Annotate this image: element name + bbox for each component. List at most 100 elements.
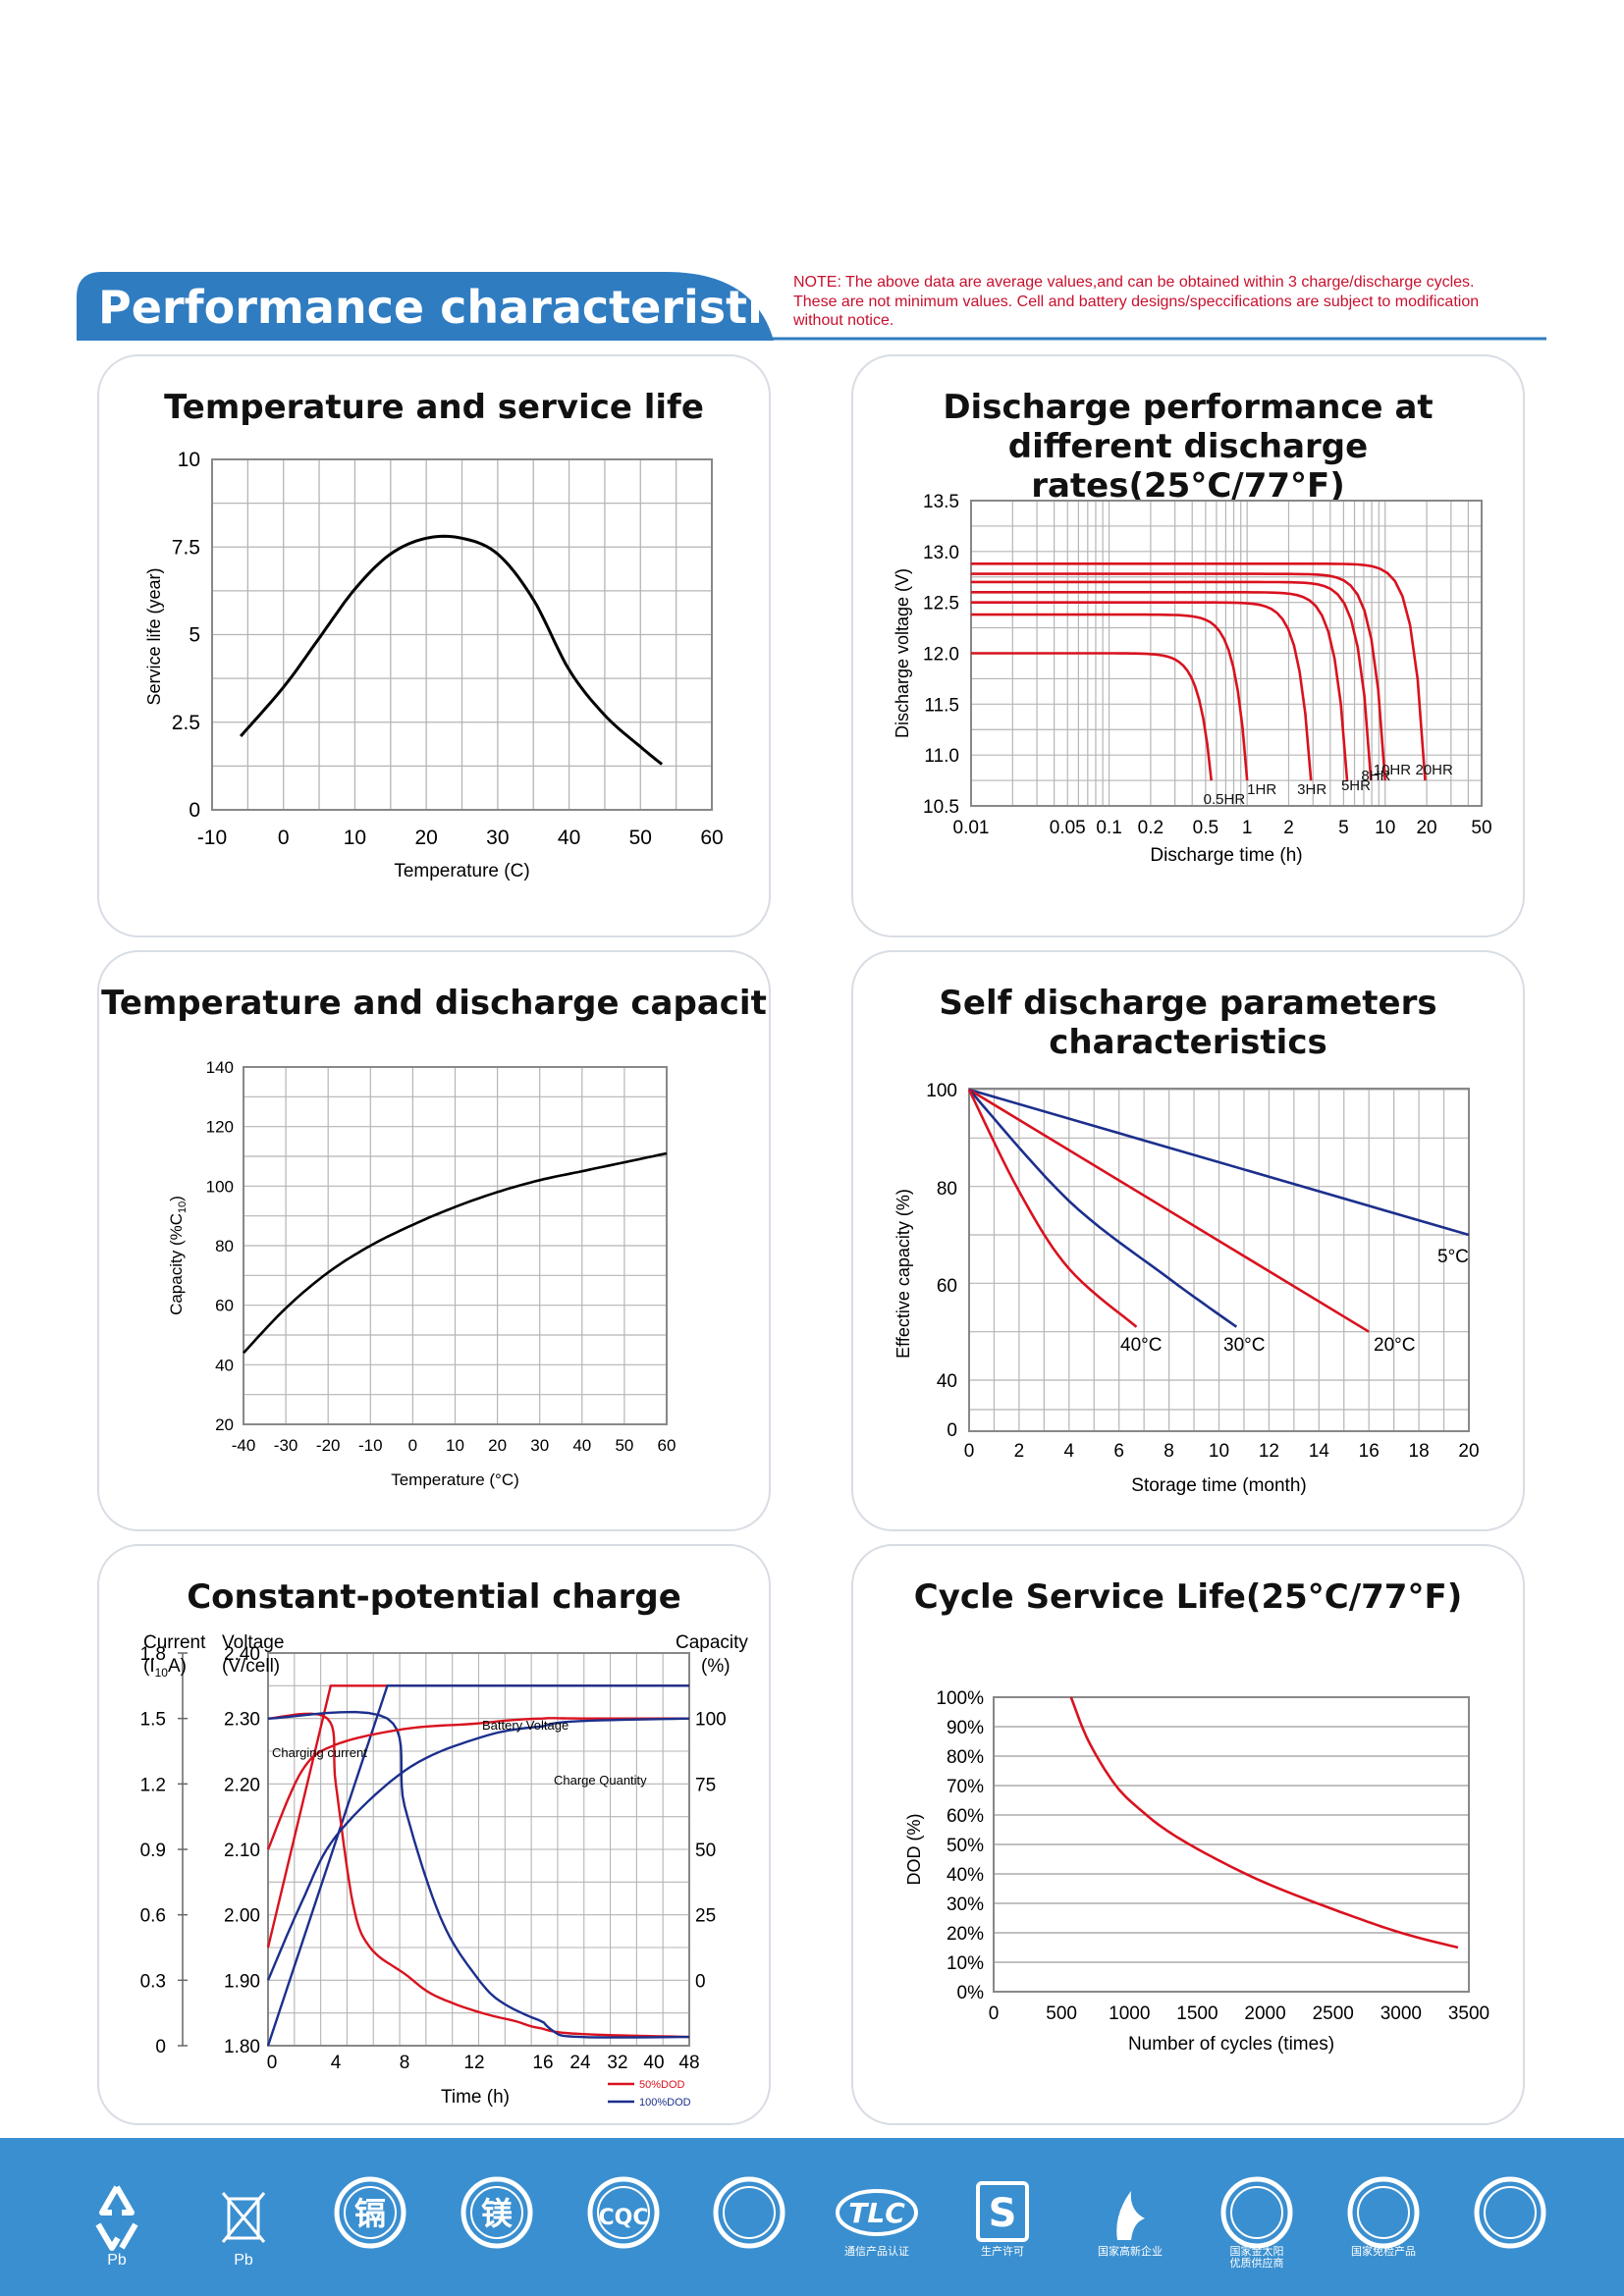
legend-label: 50%DOD <box>639 2079 685 2091</box>
section-title: Performance characteristics <box>98 281 817 334</box>
certification-label: 国家高新企业 <box>1098 2246 1163 2258</box>
x-tick-label: 0 <box>267 2053 278 2073</box>
y-tick-label: 10.5 <box>923 797 959 818</box>
y-tick-label: 5 <box>189 624 200 647</box>
voltage-tick-label: 2.30 <box>224 1710 260 1731</box>
capacity-axis-title: Capacity <box>676 1632 748 1653</box>
series-label: 20°C <box>1374 1335 1415 1356</box>
chart-title: Constant-potential charge <box>187 1577 681 1617</box>
series-line <box>266 1717 690 1981</box>
x-tick-label: 8 <box>1164 1441 1174 1462</box>
logo-glyph: 镁 <box>481 2195 513 2232</box>
logo-glyph: S <box>989 2191 1017 2236</box>
chart-title: Self discharge parameters characteristic… <box>939 984 1437 1062</box>
current-axis-unit-part: 10 <box>155 1666 169 1680</box>
panel-constant-potential-charge: Constant-potential charge 0 0.3 0.6 0.9 1.2 1… <box>97 1544 771 2125</box>
x-tick-label: 2500 <box>1313 2003 1354 2024</box>
logo-ring <box>836 2189 918 2236</box>
y-tick-label: 30% <box>947 1895 984 1915</box>
x-axis-label: Storage time (month) <box>1131 1475 1306 1496</box>
series-label: 1HR <box>1247 781 1276 798</box>
x-tick-label: 40 <box>572 1436 591 1455</box>
x-axis-label: Temperature (°C) <box>391 1470 519 1489</box>
series-label: 5HR <box>1341 777 1371 794</box>
capacity-tick-label: 0 <box>695 1971 706 1992</box>
logo-ring <box>1474 2176 1546 2249</box>
cadmium-free-icon: 镉 <box>334 2176 406 2249</box>
current-tick-label: 1.2 <box>140 1775 166 1795</box>
x-tick-label: 0.01 <box>953 818 990 838</box>
y-tick-label: 100 <box>206 1177 234 1196</box>
y-tick-label: 120 <box>206 1118 234 1137</box>
logo-inner-ring <box>1357 2186 1410 2239</box>
series-line <box>971 562 1427 781</box>
logo-inner-ring <box>1484 2186 1537 2239</box>
x-tick-label: 30 <box>530 1436 549 1455</box>
annotation-charging-current: Charging current <box>272 1745 367 1760</box>
chart-self-discharge: 0 2 4 6 8 10 12 14 16 18 20 0 40 60 80 100 Storage time … <box>893 1081 1480 1496</box>
x-tick-label: 20 <box>1416 818 1436 838</box>
certification-label: 生产许可 <box>981 2246 1024 2258</box>
y-axis-label: DOD (%) <box>904 1814 924 1886</box>
y-axis-label: Capacity (%C10) <box>167 1196 189 1315</box>
y-tick-label: 80 <box>937 1179 957 1200</box>
x-tick-label: 14 <box>1309 1441 1330 1462</box>
current-tick-label: 0.9 <box>140 1841 166 1861</box>
capacity-tick-label: 100 <box>695 1710 727 1731</box>
x-tick-label: 0 <box>408 1436 417 1455</box>
voltage-tick-label: 1.90 <box>224 1971 260 1992</box>
recycle-arrows <box>95 2185 138 2251</box>
current-tick-label: 1.5 <box>140 1710 166 1731</box>
x-tick-label: -30 <box>274 1436 298 1455</box>
plot-frame <box>211 458 713 811</box>
solar-supplier-icon <box>1220 2176 1293 2249</box>
chart-constant-potential-charge: 0 0.3 0.6 0.9 1.2 1.5 1.8 1.80 1.90 2.00 2.10 2.20 2… <box>140 1632 749 2109</box>
y-tick-label: 13.0 <box>923 543 959 563</box>
series-line <box>1069 1696 1459 1949</box>
panel-discharge-rates: Discharge performance at different disch… <box>851 354 1525 937</box>
x-tick-label: 2000 <box>1244 2003 1285 2024</box>
high-tech-enterprise-icon <box>1116 2191 1145 2240</box>
chart-temperature-capacity: -40 -30 -20 -10 0 10 20 30 40 50 60 20 40 60 80 100 120 1… <box>167 1058 676 1489</box>
y-tick-label: 7.5 <box>172 536 200 559</box>
series-line <box>971 572 1386 781</box>
certification-logo: CQC <box>581 2175 666 2273</box>
y-tick-label: 0 <box>947 1420 957 1441</box>
x-tick-label: 1500 <box>1176 2003 1218 2024</box>
y-tick-label: 12.0 <box>923 645 959 666</box>
y-tick-label: 70% <box>947 1777 984 1797</box>
capacity-tick-label: 50 <box>695 1841 716 1861</box>
certification-logo <box>1468 2175 1552 2273</box>
logo-inner-ring <box>1230 2186 1283 2239</box>
crossed-bin-pb-icon <box>221 2192 266 2243</box>
panel-cycle-service-life: Cycle Service Life(25°C/77°F) 0 500 1000 15… <box>851 1544 1525 2125</box>
inspection-exempt-icon <box>1347 2176 1420 2249</box>
x-tick-label: 0 <box>278 827 290 849</box>
logo-ring <box>713 2176 785 2249</box>
x-tick-label: 5 <box>1338 818 1349 838</box>
chart-title: Cycle Service Life(25°C/77°F) <box>913 1577 1463 1617</box>
x-tick-label: 8 <box>400 2053 410 2073</box>
certification-label: Pb <box>107 2252 127 2269</box>
certification-logo: 镉 <box>328 2175 412 2273</box>
x-tick-label: 0.1 <box>1096 818 1121 838</box>
x-tick-label: 1 <box>1242 818 1253 838</box>
voltage-axis-title: Voltage <box>222 1632 284 1653</box>
certification-logo: 镁 <box>455 2175 539 2273</box>
x-tick-label: 0 <box>964 1441 975 1462</box>
y-tick-label: 90% <box>947 1718 984 1738</box>
production-license-icon: S <box>976 2181 1029 2242</box>
y-tick-label: 100% <box>936 1688 984 1709</box>
chart-temperature-service-life: -10 0 10 20 30 40 50 60 0 2.5 5 7.5 10 Temperature (C… <box>144 449 724 881</box>
x-tick-label: 20 <box>488 1436 507 1455</box>
y-tick-label: 80 <box>215 1237 234 1255</box>
x-tick-label: 4 <box>331 2053 342 2073</box>
certification-logo: TLC 通信产品认证 <box>835 2175 919 2273</box>
famous-brand-icon <box>1474 2176 1546 2249</box>
y-tick-label: 12.5 <box>923 594 959 614</box>
x-tick-label: 30 <box>486 827 509 849</box>
x-tick-label: 0 <box>989 2003 1000 2024</box>
certification-logo: S 生产许可 <box>960 2175 1045 2273</box>
y-axis-label: Service life (year) <box>144 567 164 705</box>
y-tick-label: 13.5 <box>923 492 959 512</box>
